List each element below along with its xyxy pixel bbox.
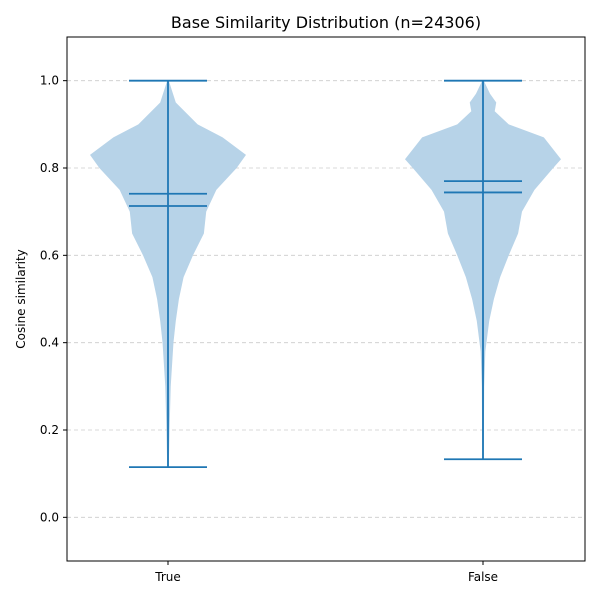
violin-layer	[90, 79, 561, 469]
plot-frame	[66, 36, 586, 562]
y-tick-label: 0.8	[40, 161, 59, 175]
x-tick-label: True	[154, 570, 181, 584]
y-axis-label: Cosine similarity	[14, 249, 28, 348]
chart-title: Base Similarity Distribution (n=24306)	[171, 13, 481, 32]
y-tick-label: 0.2	[40, 423, 59, 437]
y-tick-label: 0.4	[40, 336, 59, 350]
y-tick-label: 0.6	[40, 248, 59, 262]
y-tick-label: 1.0	[40, 74, 59, 88]
y-tick-label: 0.0	[40, 510, 59, 524]
x-tick-label: False	[468, 570, 498, 584]
axes-layer: 0.0 0.2 0.4 0.6 0.8 1.0 True False	[40, 36, 586, 584]
